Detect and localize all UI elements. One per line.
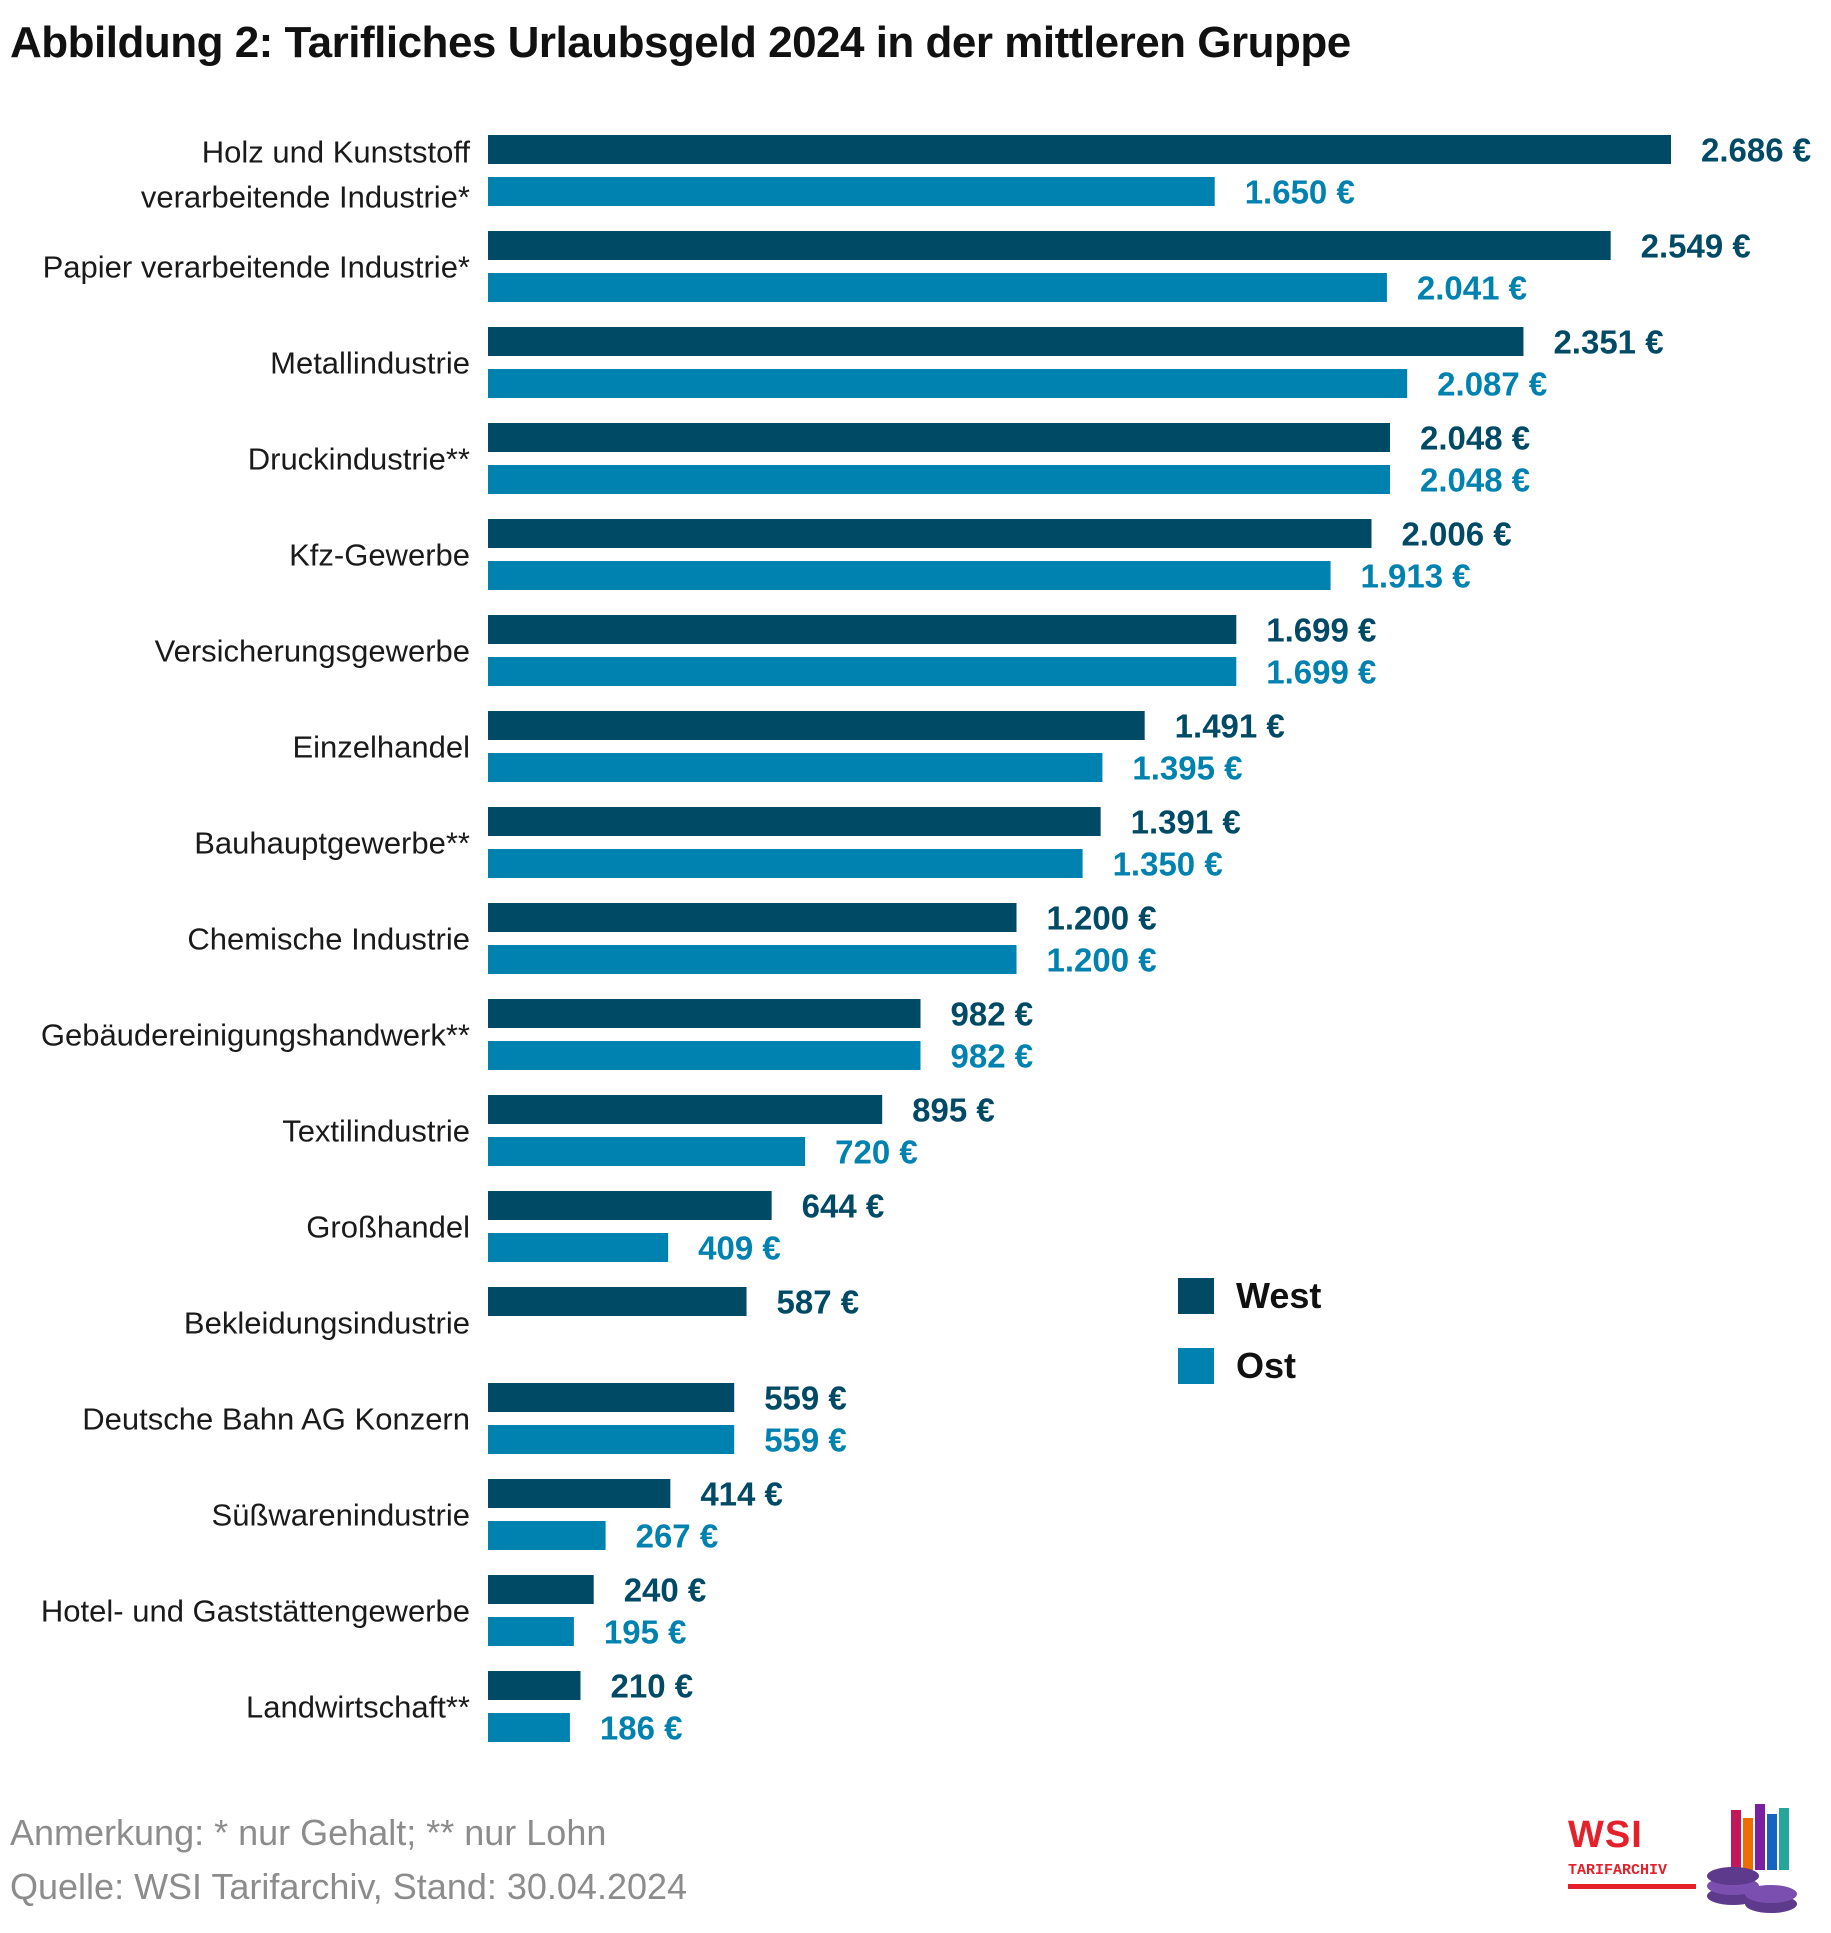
bar-west	[488, 1383, 735, 1412]
value-label-ost: 267 €	[636, 1518, 719, 1555]
bar-ost	[488, 1137, 806, 1166]
value-label-ost: 1.650 €	[1245, 174, 1355, 211]
value-label-west: 1.200 €	[1047, 900, 1157, 937]
value-label-west: 210 €	[610, 1668, 693, 1705]
wsi-tarifarchiv-logo: WSI TARIFARCHIV	[1568, 1800, 1808, 1920]
value-label-west: 1.491 €	[1175, 708, 1285, 745]
bar-west	[488, 711, 1145, 740]
bar-ost	[488, 273, 1387, 302]
value-label-ost: 409 €	[698, 1230, 781, 1267]
value-label-west: 2.048 €	[1420, 420, 1530, 457]
bar-ost	[488, 753, 1103, 782]
legend-item-ost: Ost	[1178, 1345, 1321, 1386]
value-label-west: 1.391 €	[1131, 804, 1241, 841]
category-label: Textilindustrie	[282, 1114, 470, 1149]
legend-label-west: West	[1236, 1275, 1322, 1316]
category-label: Papier verarbeitende Industrie*	[43, 250, 470, 285]
value-label-ost: 2.041 €	[1417, 270, 1527, 307]
value-label-west: 644 €	[802, 1188, 885, 1225]
category-label: Einzelhandel	[292, 730, 470, 765]
category-label: Süßwarenindustrie	[212, 1498, 470, 1533]
bar-west	[488, 135, 1671, 164]
value-label-ost: 1.913 €	[1361, 558, 1471, 595]
bar-west	[488, 1095, 883, 1124]
value-label-west: 2.686 €	[1701, 132, 1811, 169]
bar-west	[488, 807, 1101, 836]
value-label-ost: 559 €	[764, 1422, 847, 1459]
legend: West Ost	[1178, 1275, 1322, 1416]
category-label: Chemische Industrie	[187, 922, 470, 957]
value-label-ost: 1.350 €	[1113, 846, 1223, 883]
category-label: Holz und Kunststoff verarbeitende Industr…	[141, 135, 471, 215]
bar-west	[488, 231, 1611, 260]
bar-west	[488, 999, 921, 1028]
legend-label-ost: Ost	[1236, 1345, 1297, 1386]
value-label-ost: 1.699 €	[1266, 654, 1376, 691]
category-label: Bekleidungsindustrie	[184, 1306, 470, 1341]
bar-west	[488, 615, 1237, 644]
value-label-west: 559 €	[764, 1380, 847, 1417]
category-label: Landwirtschaft**	[246, 1690, 470, 1725]
bar-west	[488, 1671, 581, 1700]
bar-ost	[488, 849, 1083, 878]
footnote-quelle: Quelle: WSI Tarifarchiv, Stand: 30.04.20…	[10, 1866, 688, 1907]
bar-ost	[488, 1425, 735, 1454]
category-label: Bauhauptgewerbe**	[194, 826, 470, 861]
value-label-ost: 982 €	[951, 1038, 1034, 1075]
value-label-west: 895 €	[912, 1092, 995, 1129]
category-label: Großhandel	[306, 1210, 470, 1245]
value-label-west: 2.351 €	[1553, 324, 1663, 361]
bar-ost	[488, 177, 1215, 206]
bar-west	[488, 903, 1017, 932]
bar-ost	[488, 561, 1331, 590]
bar-west	[488, 519, 1372, 548]
bar-ost	[488, 1617, 574, 1646]
bar-ost	[488, 465, 1391, 494]
bar-west	[488, 327, 1524, 356]
value-label-west: 2.006 €	[1402, 516, 1512, 553]
value-label-west: 240 €	[624, 1572, 707, 1609]
bar-ost	[488, 1713, 570, 1742]
bar-ost	[488, 657, 1237, 686]
category-label: Deutsche Bahn AG Konzern	[82, 1402, 470, 1437]
value-label-ost: 2.087 €	[1437, 366, 1547, 403]
category-label: Gebäudereinigungshandwerk**	[41, 1018, 470, 1053]
value-label-ost: 720 €	[835, 1134, 918, 1171]
coin-stack-bars-icon	[1707, 1804, 1797, 1913]
value-label-ost: 195 €	[604, 1614, 687, 1651]
category-label: Druckindustrie**	[248, 442, 470, 477]
chart-title: Abbildung 2: Tarifliches Urlaubsgeld 202…	[10, 18, 1351, 67]
bar-ost	[488, 1041, 921, 1070]
value-label-west: 2.549 €	[1641, 228, 1751, 265]
value-label-west: 587 €	[777, 1284, 860, 1321]
bar-west	[488, 1287, 747, 1316]
bar-west	[488, 423, 1391, 452]
bar-west	[488, 1575, 594, 1604]
bar-ost	[488, 1233, 669, 1262]
value-label-ost: 2.048 €	[1420, 462, 1530, 499]
category-label: Versicherungsgewerbe	[155, 634, 470, 669]
value-label-west: 414 €	[700, 1476, 783, 1513]
logo-wordmark: WSI	[1568, 1814, 1643, 1856]
logo-subtitle: TARIFARCHIV	[1568, 1862, 1668, 1879]
legend-swatch-ost	[1178, 1348, 1214, 1384]
legend-swatch-west	[1178, 1278, 1214, 1314]
value-label-ost: 1.395 €	[1132, 750, 1242, 787]
value-label-ost: 186 €	[600, 1710, 683, 1747]
value-label-ost: 1.200 €	[1047, 942, 1157, 979]
logo-underline	[1568, 1884, 1696, 1889]
bar-west	[488, 1191, 772, 1220]
bar-ost	[488, 1521, 606, 1550]
category-label: Kfz-Gewerbe	[289, 538, 470, 573]
category-label: Metallindustrie	[270, 346, 470, 381]
footnote-anmerkung: Anmerkung: * nur Gehalt; ** nur Lohn	[10, 1812, 607, 1853]
bar-west	[488, 1479, 671, 1508]
category-label: Hotel- und Gaststättengewerbe	[41, 1594, 470, 1629]
value-label-west: 1.699 €	[1266, 612, 1376, 649]
bar-ost	[488, 369, 1408, 398]
legend-item-west: West	[1178, 1275, 1322, 1316]
bar-chart: Holz und Kunststoff verarbeitende Industr…	[41, 132, 1811, 1747]
value-label-west: 982 €	[951, 996, 1034, 1033]
bar-ost	[488, 945, 1017, 974]
